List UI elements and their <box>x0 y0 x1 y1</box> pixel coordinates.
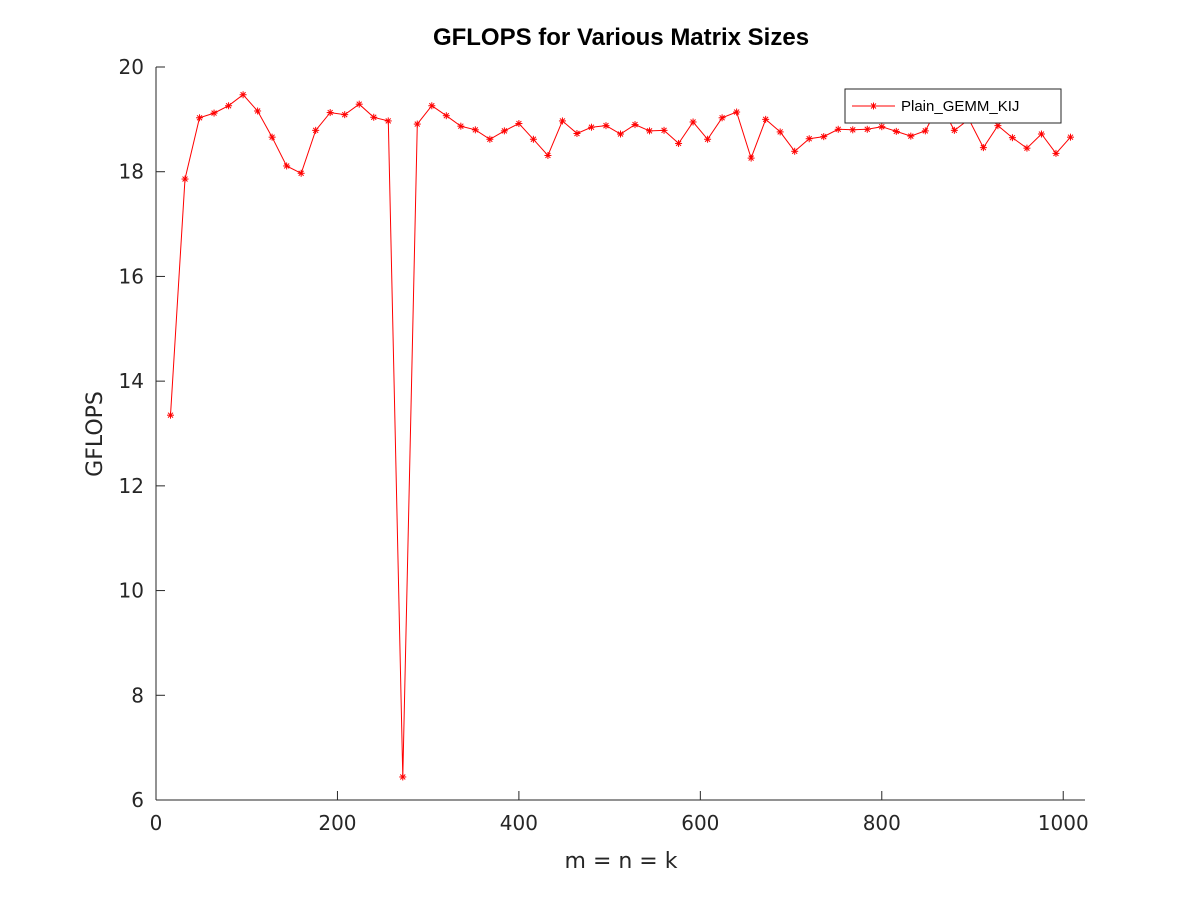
data-point <box>907 132 915 140</box>
data-point <box>225 102 233 110</box>
data-point <box>500 127 508 135</box>
x-tick-label: 600 <box>681 811 719 835</box>
axes: 0 200 400 600 800 1000 6 8 10 12 14 16 18 20 <box>119 55 1089 835</box>
data-point <box>1066 133 1074 141</box>
data-point <box>1023 144 1031 152</box>
data-point <box>297 169 305 177</box>
data-point <box>370 113 378 121</box>
data-point <box>921 127 929 135</box>
data-point <box>341 111 349 119</box>
data-point <box>602 122 610 130</box>
data-point <box>442 112 450 120</box>
y-tick-label: 12 <box>119 474 144 498</box>
y-tick-label: 20 <box>119 55 144 79</box>
data-point <box>878 123 886 131</box>
data-point <box>283 162 291 170</box>
y-axis-label: GFLOPS <box>83 391 108 477</box>
data-point <box>617 130 624 138</box>
data-point <box>254 107 262 115</box>
data-point <box>979 144 987 152</box>
data-point <box>849 126 857 134</box>
data-point <box>181 175 189 183</box>
data-point <box>384 117 392 125</box>
data-point <box>515 120 523 128</box>
data-point <box>486 135 494 143</box>
data-point <box>457 122 465 130</box>
data-point <box>1037 130 1045 138</box>
data-point <box>573 129 581 137</box>
data-point <box>1008 134 1016 142</box>
data-point <box>167 411 175 419</box>
data-point <box>733 108 741 116</box>
data-point <box>558 117 566 125</box>
data-point <box>704 135 712 143</box>
x-tick-label: 200 <box>318 811 356 835</box>
data-point <box>820 133 828 141</box>
data-point <box>355 100 363 108</box>
data-point <box>675 139 683 147</box>
legend-label: Plain_GEMM_KIJ <box>901 98 1019 115</box>
legend: Plain_GEMM_KIJ <box>844 88 1062 124</box>
data-point <box>196 114 204 122</box>
data-point <box>834 125 842 133</box>
y-tick-label: 8 <box>131 683 144 707</box>
data-point <box>210 109 218 117</box>
data-point <box>631 121 639 129</box>
data-point <box>747 154 755 162</box>
x-tick-label: 400 <box>500 811 538 835</box>
y-tick-label: 14 <box>119 369 144 393</box>
legend-marker <box>870 102 877 110</box>
data-point <box>428 102 436 110</box>
y-tick-label: 16 <box>119 264 144 288</box>
data-point <box>646 127 654 135</box>
data-point <box>529 135 537 143</box>
data-point <box>312 126 320 134</box>
data-point <box>776 128 784 136</box>
data-point <box>587 123 595 131</box>
data-point <box>950 126 958 134</box>
data-point <box>863 125 871 133</box>
x-tick-label: 0 <box>150 811 163 835</box>
data-point <box>660 126 668 134</box>
y-tick-label: 6 <box>131 788 144 812</box>
x-tick-label: 1000 <box>1038 811 1089 835</box>
data-point <box>471 126 479 134</box>
data-point <box>791 147 799 155</box>
y-tick-label: 18 <box>119 160 144 184</box>
x-tick-label: 800 <box>863 811 901 835</box>
data-point <box>689 118 697 126</box>
data-point <box>239 91 247 99</box>
x-axis-label: m = n = k <box>565 849 678 874</box>
chart-title: GFLOPS for Various Matrix Sizes <box>433 24 809 51</box>
data-point <box>268 133 276 141</box>
y-tick-label: 10 <box>119 579 144 603</box>
data-point <box>718 114 726 122</box>
data-point <box>892 127 900 135</box>
data-point <box>762 115 770 123</box>
data-point <box>544 151 552 159</box>
data-point <box>399 773 407 781</box>
data-point <box>413 120 421 128</box>
series-layer <box>167 91 1074 781</box>
data-point <box>805 135 813 143</box>
data-point <box>1052 149 1060 157</box>
data-point <box>326 109 334 117</box>
